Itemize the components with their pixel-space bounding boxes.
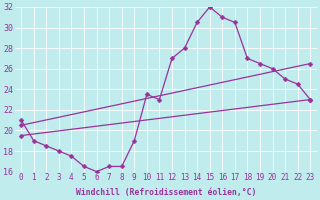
X-axis label: Windchill (Refroidissement éolien,°C): Windchill (Refroidissement éolien,°C) [76,188,256,197]
